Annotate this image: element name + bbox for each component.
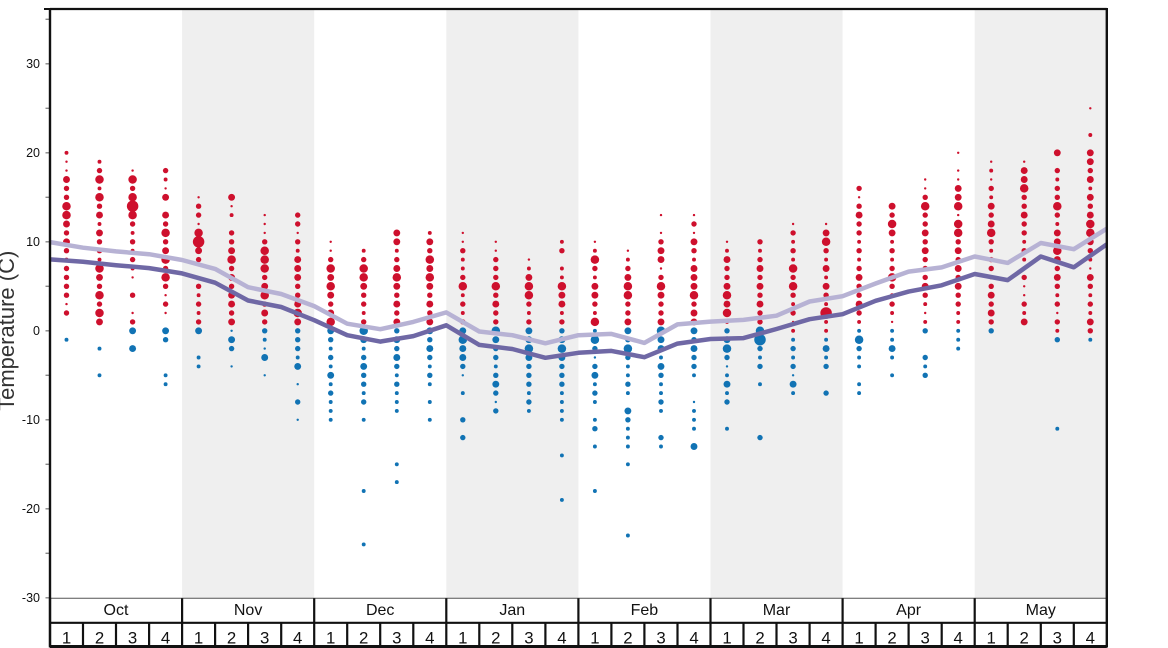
svg-text:Oct: Oct xyxy=(104,602,129,619)
svg-text:1: 1 xyxy=(194,628,203,647)
svg-text:Temperature (C): Temperature (C) xyxy=(0,251,19,411)
svg-text:0: 0 xyxy=(33,324,40,338)
svg-text:4: 4 xyxy=(954,628,963,647)
svg-text:Feb: Feb xyxy=(631,602,659,619)
svg-text:Apr: Apr xyxy=(896,602,922,619)
svg-text:2: 2 xyxy=(491,628,500,647)
svg-text:Jan: Jan xyxy=(499,602,525,619)
svg-text:-20: -20 xyxy=(22,502,40,516)
svg-text:4: 4 xyxy=(293,628,302,647)
svg-text:4: 4 xyxy=(1086,628,1095,647)
svg-text:1: 1 xyxy=(62,628,71,647)
svg-text:4: 4 xyxy=(557,628,566,647)
svg-text:1: 1 xyxy=(854,628,863,647)
svg-text:Nov: Nov xyxy=(234,602,262,619)
svg-text:2: 2 xyxy=(1020,628,1029,647)
svg-text:3: 3 xyxy=(656,628,665,647)
svg-text:30: 30 xyxy=(26,57,40,71)
svg-text:2: 2 xyxy=(227,628,236,647)
svg-text:4: 4 xyxy=(425,628,434,647)
svg-text:4: 4 xyxy=(821,628,830,647)
svg-text:1: 1 xyxy=(326,628,335,647)
svg-text:3: 3 xyxy=(788,628,797,647)
svg-text:1: 1 xyxy=(722,628,731,647)
svg-text:2: 2 xyxy=(359,628,368,647)
svg-text:1: 1 xyxy=(987,628,996,647)
svg-text:Mar: Mar xyxy=(763,602,791,619)
svg-text:May: May xyxy=(1026,602,1056,619)
svg-text:4: 4 xyxy=(689,628,698,647)
svg-text:3: 3 xyxy=(260,628,269,647)
svg-text:10: 10 xyxy=(26,235,40,249)
svg-text:2: 2 xyxy=(887,628,896,647)
svg-text:3: 3 xyxy=(128,628,137,647)
svg-text:Dec: Dec xyxy=(366,602,394,619)
svg-text:1: 1 xyxy=(458,628,467,647)
svg-text:2: 2 xyxy=(623,628,632,647)
svg-text:20: 20 xyxy=(26,146,40,160)
svg-text:2: 2 xyxy=(755,628,764,647)
svg-text:3: 3 xyxy=(921,628,930,647)
svg-text:3: 3 xyxy=(1053,628,1062,647)
svg-text:-30: -30 xyxy=(22,591,40,605)
svg-text:1: 1 xyxy=(590,628,599,647)
svg-text:3: 3 xyxy=(524,628,533,647)
svg-text:3: 3 xyxy=(392,628,401,647)
svg-text:4: 4 xyxy=(161,628,170,647)
svg-text:2: 2 xyxy=(95,628,104,647)
svg-text:-10: -10 xyxy=(22,413,40,427)
